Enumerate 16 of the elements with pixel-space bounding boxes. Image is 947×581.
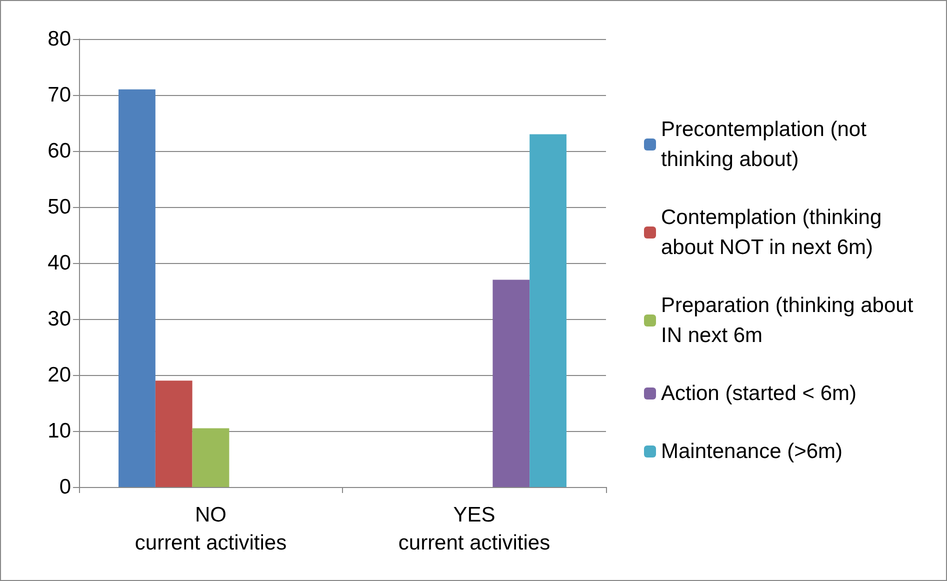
y-tick-label: 0	[59, 476, 71, 498]
y-tick-label: 40	[48, 252, 71, 274]
x-tick-label: NO current activities	[134, 504, 287, 554]
legend-label: Preparation (thinking about IN next 6m	[661, 294, 919, 347]
legend-label: Precontemplation (not thinking about)	[661, 118, 872, 171]
y-tick-label: 50	[48, 196, 71, 218]
y-tick-label: 60	[48, 140, 71, 162]
y-tick-label: 80	[48, 28, 71, 50]
y-tick-label: 20	[48, 364, 71, 386]
y-tick-label: 70	[48, 84, 71, 106]
legend-label: Maintenance (>6m)	[661, 440, 843, 463]
x-tick-label: YES current activities	[398, 504, 550, 554]
y-tick-label: 30	[48, 308, 71, 330]
legend-label: Contemplation (thinking about NOT in next 6m)	[661, 206, 888, 259]
y-tick-label: 10	[48, 420, 71, 442]
legend-label: Action (started < 6m)	[661, 382, 856, 405]
